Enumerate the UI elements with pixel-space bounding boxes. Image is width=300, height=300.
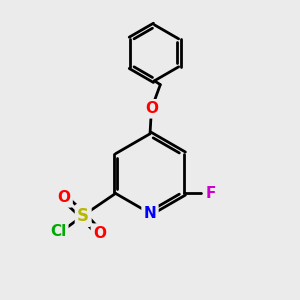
Text: Cl: Cl bbox=[50, 224, 66, 239]
Text: F: F bbox=[206, 186, 216, 201]
Text: S: S bbox=[77, 206, 89, 224]
Text: O: O bbox=[145, 101, 158, 116]
Text: O: O bbox=[93, 226, 106, 241]
Text: O: O bbox=[58, 190, 70, 205]
Text: N: N bbox=[144, 206, 156, 221]
